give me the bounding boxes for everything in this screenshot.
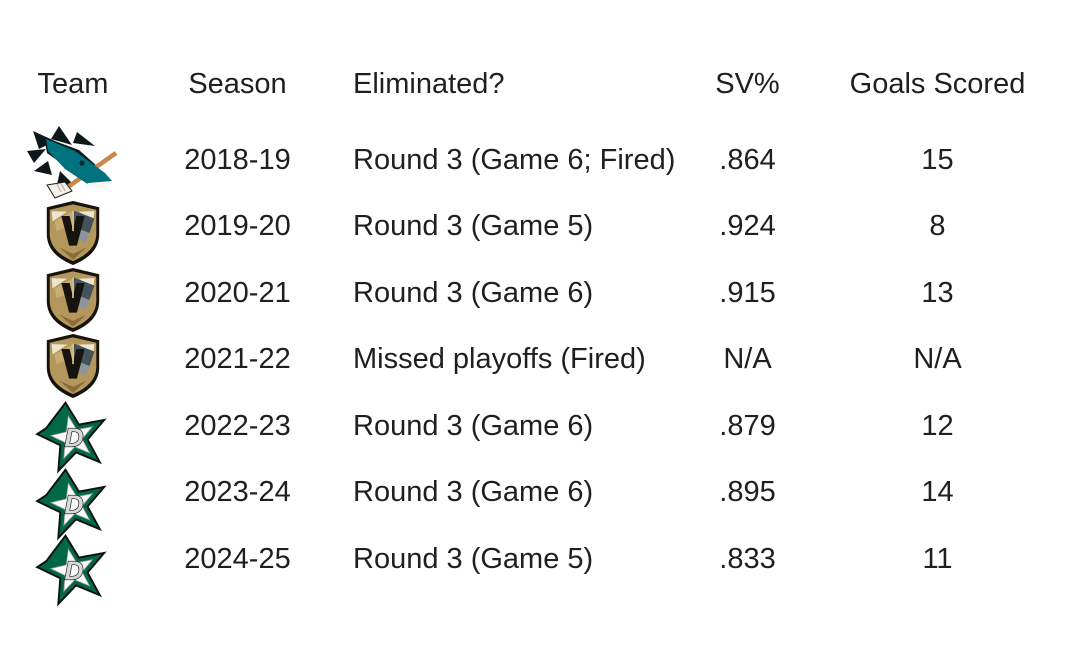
eliminated-cell: Round 3 (Game 5) <box>353 210 594 243</box>
sv-pct-cell: .879 <box>719 409 776 442</box>
goals-cell: 14 <box>921 476 954 509</box>
eliminated-cell: Missed playoffs (Fired) <box>353 343 646 376</box>
sv-pct-cell: N/A <box>723 343 772 376</box>
eliminated-cell: Round 3 (Game 6) <box>353 476 594 509</box>
table-row: 2021-22 Missed playoffs (Fired) N/A N/A <box>0 327 1080 394</box>
table-body: 2018-19 Round 3 (Game 6; Fired) .864 15 … <box>0 127 1080 593</box>
goals-cell: 15 <box>921 143 954 176</box>
sv-pct-cell: .864 <box>719 143 776 176</box>
table-row: 2019-20 Round 3 (Game 5) .924 8 <box>0 194 1080 261</box>
season-cell: 2023-24 <box>184 476 291 509</box>
season-cell: 2024-25 <box>184 542 291 575</box>
eliminated-cell: Round 3 (Game 6; Fired) <box>353 143 676 176</box>
column-header-sv-pct: SV% <box>715 67 780 100</box>
sv-pct-cell: .895 <box>719 476 776 509</box>
table-row: 2018-19 Round 3 (Game 6; Fired) .864 15 <box>0 127 1080 194</box>
goals-cell: 8 <box>929 210 946 243</box>
sv-pct-cell: .915 <box>719 276 776 309</box>
sv-pct-cell: .833 <box>719 542 776 575</box>
goals-cell: 11 <box>922 542 953 575</box>
table-header-row: Team Season Eliminated? SV% Goals Scored <box>0 64 1080 104</box>
column-header-team: Team <box>37 67 109 100</box>
season-cell: 2022-23 <box>184 409 291 442</box>
season-cell: 2019-20 <box>184 210 291 243</box>
eliminated-cell: Round 3 (Game 6) <box>353 409 594 442</box>
eliminated-cell: Round 3 (Game 5) <box>353 542 594 575</box>
season-cell: 2021-22 <box>184 343 291 376</box>
table-row: 2024-25 Round 3 (Game 5) .833 11 <box>0 526 1080 593</box>
team-logo-cell <box>18 510 128 608</box>
column-header-eliminated: Eliminated? <box>353 67 505 100</box>
column-header-goals-scored: Goals Scored <box>849 67 1026 100</box>
eliminated-cell: Round 3 (Game 6) <box>353 276 594 309</box>
goals-cell: 13 <box>921 276 954 309</box>
table-row: 2022-23 Round 3 (Game 6) .879 12 <box>0 393 1080 460</box>
column-header-season: Season <box>188 67 287 100</box>
goals-cell: N/A <box>913 343 962 376</box>
sv-pct-cell: .924 <box>719 210 776 243</box>
season-cell: 2020-21 <box>184 276 291 309</box>
table-row: 2020-21 Round 3 (Game 6) .915 13 <box>0 260 1080 327</box>
table-row: 2023-24 Round 3 (Game 6) .895 14 <box>0 460 1080 527</box>
dallas-stars-logo <box>29 532 117 608</box>
season-cell: 2018-19 <box>184 143 291 176</box>
goals-cell: 12 <box>921 409 954 442</box>
